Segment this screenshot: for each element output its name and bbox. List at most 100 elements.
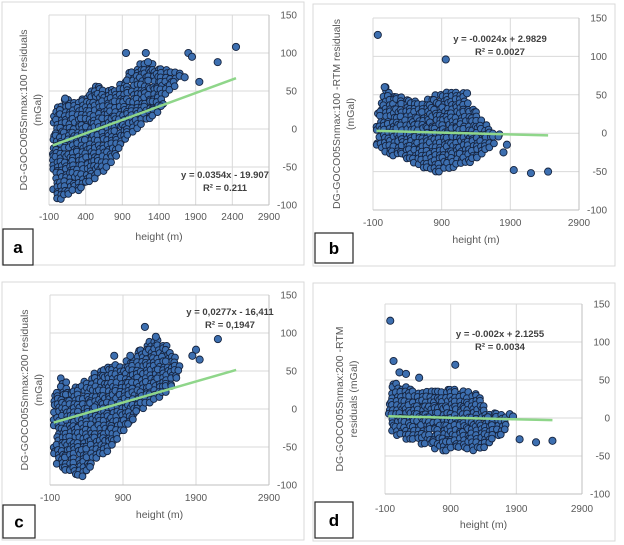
panel-label: a: [13, 238, 23, 257]
data-point: [195, 355, 204, 364]
data-point: [463, 89, 472, 98]
x-tick-label: 900: [114, 212, 131, 223]
data-point: [62, 378, 71, 387]
data-point: [231, 42, 241, 51]
data-point: [165, 85, 174, 94]
x-tick-label: 1900: [185, 212, 208, 223]
y-tick-label: 50: [599, 376, 611, 387]
y-axis-title: DG-GOCO05Snmax:100 -RTM residuals: [331, 19, 343, 209]
data-point: [124, 420, 132, 428]
data-point: [380, 83, 389, 92]
x-tick-label: 2900: [258, 493, 281, 504]
data-point: [213, 335, 222, 344]
data-point: [500, 425, 509, 434]
panel-label-box: [2, 504, 36, 539]
y-axis-title: DG-GOCO05Snmax:100 residuals: [18, 29, 30, 190]
y-axis-title: DG-GOCO05Snmax:200 residuals: [19, 309, 31, 470]
panel-label: d: [329, 511, 339, 530]
y-tick-label: 150: [280, 11, 297, 22]
x-tick-label: 2900: [571, 504, 594, 515]
y-tick-label: -50: [596, 452, 611, 463]
x-tick-label: 1900: [185, 493, 208, 504]
data-point: [132, 407, 141, 415]
data-point: [191, 345, 201, 354]
data-point: [499, 148, 508, 157]
data-point: [121, 48, 131, 58]
data-point: [435, 167, 443, 176]
y-axis-title: (mGal): [32, 94, 44, 126]
x-tick-label: 900: [433, 218, 450, 229]
x-tick-label: 2900: [568, 218, 591, 229]
data-point: [373, 30, 382, 39]
y-tick-label: 0: [291, 405, 297, 416]
panel-label: b: [329, 239, 339, 258]
y-tick-label: 150: [593, 300, 610, 311]
y-tick-label: 50: [286, 367, 298, 378]
data-point: [144, 76, 153, 85]
data-point: [153, 108, 162, 117]
y-tick-label: 50: [596, 90, 608, 101]
data-point: [102, 163, 111, 171]
data-point: [488, 434, 496, 443]
data-point: [137, 120, 145, 128]
y-tick-label: 100: [593, 338, 610, 349]
data-point: [441, 55, 450, 64]
trendline: [52, 77, 237, 147]
x-axis-title: height (m): [135, 231, 182, 243]
x-axis-title: height (m): [452, 234, 499, 246]
data-point: [180, 73, 189, 82]
data-point: [140, 322, 149, 331]
panel-label: c: [14, 513, 23, 532]
x-tick-label: -100: [40, 493, 60, 504]
data-point: [110, 351, 119, 360]
data-point: [526, 169, 535, 178]
x-tick-label: -100: [363, 218, 383, 229]
y-axis-title: (mGal): [33, 374, 45, 406]
y-tick-label: -100: [277, 481, 297, 492]
data-point: [502, 140, 511, 149]
data-point: [509, 166, 518, 175]
trendline-equation: y = -0.002x + 2.1255: [456, 329, 545, 340]
data-point: [107, 158, 115, 167]
data-point: [114, 144, 123, 152]
trendline: [53, 368, 237, 424]
data-point: [544, 167, 553, 176]
panel-frame: [312, 282, 616, 542]
trendline-equation: y = 0.0354x - 19.907: [181, 170, 269, 181]
y-tick-label: 50: [286, 87, 298, 98]
data-point: [113, 435, 121, 443]
data-point: [141, 48, 150, 58]
y-tick-label: -100: [277, 201, 297, 212]
data-point: [77, 183, 85, 192]
y-tick-label: 100: [590, 52, 607, 63]
y-tick-label: -50: [593, 167, 608, 178]
data-point: [174, 366, 183, 375]
data-point: [515, 435, 524, 444]
data-point: [386, 316, 395, 325]
data-point: [548, 436, 557, 445]
trendline: [376, 129, 549, 137]
y-tick-label: 150: [590, 14, 607, 25]
data-point: [463, 99, 472, 108]
x-tick-label: 2900: [258, 212, 281, 223]
data-point: [188, 351, 197, 360]
data-point: [389, 356, 398, 366]
data-point: [451, 360, 460, 369]
y-tick-label: -50: [283, 443, 298, 454]
x-tick-label: -100: [39, 212, 59, 223]
data-point: [112, 152, 121, 160]
y-tick-label: -100: [587, 206, 607, 217]
r-squared-label: R² = 0,1947: [205, 320, 255, 331]
x-tick-label: 1400: [148, 212, 171, 223]
data-point: [187, 52, 197, 61]
x-tick-label: 900: [442, 504, 459, 515]
y-tick-label: 0: [604, 414, 610, 425]
x-tick-label: 400: [77, 212, 94, 223]
trendline-equation: y = 0,0277x - 16,411: [186, 307, 274, 318]
r-squared-label: R² = 0.0027: [475, 47, 525, 58]
chart-panel-a: -100 400 900 1400 1900 2400 2900-100-500501001…: [1, 1, 305, 266]
x-tick-label: -100: [375, 504, 395, 515]
data-point: [172, 374, 181, 382]
data-point: [119, 426, 128, 435]
